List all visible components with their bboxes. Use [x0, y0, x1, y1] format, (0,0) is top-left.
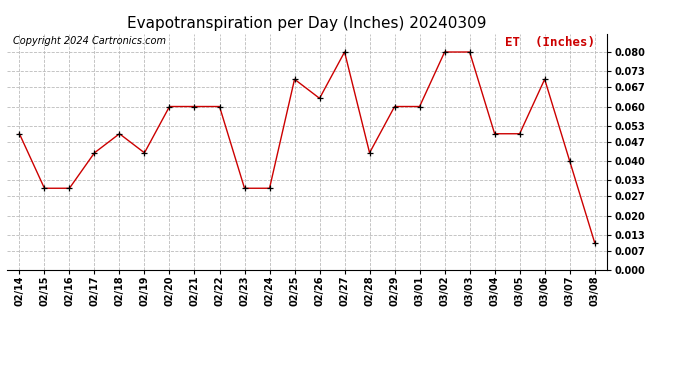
- Point: [114, 131, 125, 137]
- Point: [14, 131, 25, 137]
- Point: [289, 76, 300, 82]
- Point: [389, 104, 400, 110]
- Point: [414, 104, 425, 110]
- Point: [439, 49, 450, 55]
- Point: [564, 158, 575, 164]
- Point: [164, 104, 175, 110]
- Text: Copyright 2024 Cartronics.com: Copyright 2024 Cartronics.com: [13, 36, 166, 46]
- Point: [239, 185, 250, 191]
- Point: [539, 76, 550, 82]
- Text: ET  (Inches): ET (Inches): [505, 36, 595, 49]
- Point: [314, 95, 325, 101]
- Point: [364, 150, 375, 156]
- Point: [264, 185, 275, 191]
- Point: [64, 185, 75, 191]
- Point: [214, 104, 225, 110]
- Point: [189, 104, 200, 110]
- Point: [514, 131, 525, 137]
- Point: [589, 240, 600, 246]
- Point: [39, 185, 50, 191]
- Point: [139, 150, 150, 156]
- Point: [464, 49, 475, 55]
- Point: [489, 131, 500, 137]
- Point: [339, 49, 350, 55]
- Point: [89, 150, 100, 156]
- Title: Evapotranspiration per Day (Inches) 20240309: Evapotranspiration per Day (Inches) 2024…: [127, 16, 487, 31]
